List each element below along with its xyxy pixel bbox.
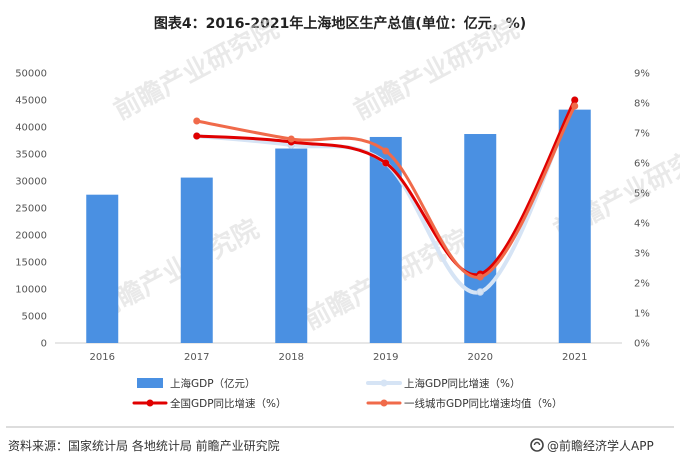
- source-text: 资料来源：国家统计局 各地统计局 前瞻产业研究院: [8, 438, 280, 453]
- legend-marker: [380, 399, 388, 407]
- x-axis: 2016 2017 2018 2019 2020 2021: [90, 352, 588, 363]
- tier1-growth-line: [195, 104, 577, 279]
- left-axis-tick-label: 20000: [15, 231, 47, 242]
- right-axis-tick-label: 3%: [634, 249, 650, 260]
- legend: 上海GDP（亿元） 上海GDP同比增速（%） 全国GDP同比增速（%） 一线城市GDP…: [132, 377, 563, 410]
- legend-label: 上海GDP同比增速（%）: [404, 377, 521, 390]
- line-point: [571, 96, 579, 104]
- bar: [369, 136, 402, 343]
- right-axis-tick-label: 9%: [634, 69, 650, 80]
- bar: [558, 109, 591, 343]
- legend-marker: [380, 379, 388, 387]
- right-axis-tick-label: 0%: [634, 339, 650, 350]
- left-axis-tick-label: 45000: [15, 96, 47, 107]
- chart-title: 图表4：2016-2021年上海地区生产总值(单位：亿元，%): [154, 15, 526, 32]
- right-axis: 0% 1% 2% 3% 4% 5% 6% 7% 8% 9%: [634, 69, 650, 350]
- bar: [86, 194, 119, 343]
- right-axis-tick-label: 1%: [634, 309, 650, 320]
- legend-label: 全国GDP同比增速（%）: [170, 397, 287, 410]
- left-axis-tick-label: 50000: [15, 69, 47, 80]
- brand-text: @前瞻经济学人APP: [547, 438, 654, 453]
- left-axis-tick-label: 10000: [15, 285, 47, 296]
- x-axis-tick-label: 2021: [562, 352, 587, 363]
- right-axis-tick-label: 7%: [634, 129, 650, 140]
- x-axis-tick-label: 2018: [279, 352, 304, 363]
- right-axis-tick-label: 6%: [634, 159, 650, 170]
- x-axis-tick-label: 2017: [184, 352, 209, 363]
- left-axis-tick-label: 40000: [15, 123, 47, 134]
- bar: [180, 177, 213, 343]
- national-growth-line: [195, 98, 577, 277]
- line-point: [571, 102, 579, 110]
- legend-label: 上海GDP（亿元）: [170, 377, 256, 390]
- bar: [275, 148, 308, 343]
- shanghai-growth-line: [194, 98, 577, 295]
- line-point: [287, 135, 295, 143]
- legend-marker: [146, 399, 154, 407]
- left-axis-tick-label: 30000: [15, 177, 47, 188]
- left-axis-tick-label: 25000: [15, 204, 47, 215]
- line-point: [382, 159, 390, 167]
- line-series: [193, 96, 579, 296]
- legend-swatch: [137, 378, 163, 388]
- right-axis-tick-label: 8%: [634, 99, 650, 110]
- line-point: [476, 273, 484, 281]
- right-axis-tick-label: 5%: [634, 189, 650, 200]
- x-axis-tick-label: 2016: [90, 352, 115, 363]
- brand-logo-icon: [530, 438, 544, 452]
- line-point: [193, 117, 201, 125]
- line-point: [382, 147, 390, 155]
- line-point: [193, 132, 201, 140]
- legend-label: 一线城市GDP同比增速均值（%）: [404, 397, 563, 410]
- right-axis-tick-label: 2%: [634, 279, 650, 290]
- bar: [464, 134, 497, 343]
- x-axis-tick-label: 2019: [373, 352, 398, 363]
- left-axis: 0 5000 10000 15000 20000 25000 30000 35000 40000…: [15, 69, 47, 350]
- bar-series: [86, 109, 591, 343]
- left-axis-tick-label: 35000: [15, 150, 47, 161]
- x-axis-tick-label: 2020: [468, 352, 493, 363]
- right-axis-tick-label: 4%: [634, 219, 650, 230]
- left-axis-tick-label: 15000: [15, 258, 47, 269]
- left-axis-tick-label: 5000: [22, 312, 47, 323]
- left-axis-tick-label: 0: [41, 339, 47, 350]
- line-point: [476, 288, 484, 296]
